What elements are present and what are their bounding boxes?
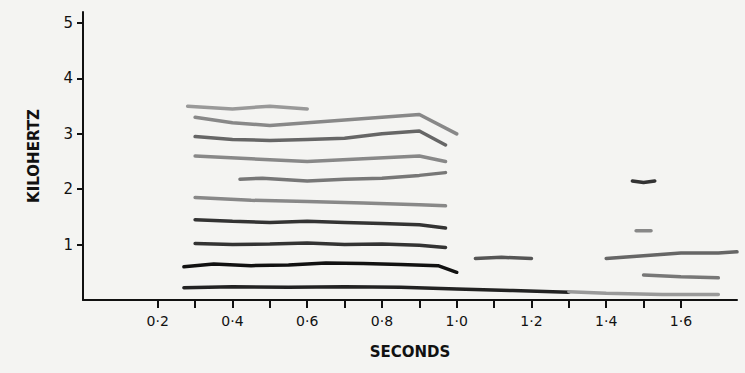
svg-text:0·6: 0·6 [296, 313, 318, 329]
svg-text:1·2: 1·2 [520, 313, 542, 329]
svg-text:1·0: 1·0 [446, 313, 468, 329]
svg-text:2: 2 [63, 180, 73, 198]
svg-text:1·6: 1·6 [670, 313, 692, 329]
svg-text:KILOHERTZ: KILOHERTZ [25, 109, 43, 203]
svg-text:0·2: 0·2 [147, 313, 169, 329]
svg-text:1·4: 1·4 [595, 313, 617, 329]
svg-text:0·8: 0·8 [371, 313, 393, 329]
svg-text:0·4: 0·4 [221, 313, 243, 329]
svg-text:SECONDS: SECONDS [370, 343, 451, 361]
svg-text:1: 1 [63, 236, 73, 254]
svg-text:5: 5 [63, 14, 73, 32]
svg-text:4: 4 [63, 69, 73, 87]
svg-text:3: 3 [63, 125, 73, 143]
